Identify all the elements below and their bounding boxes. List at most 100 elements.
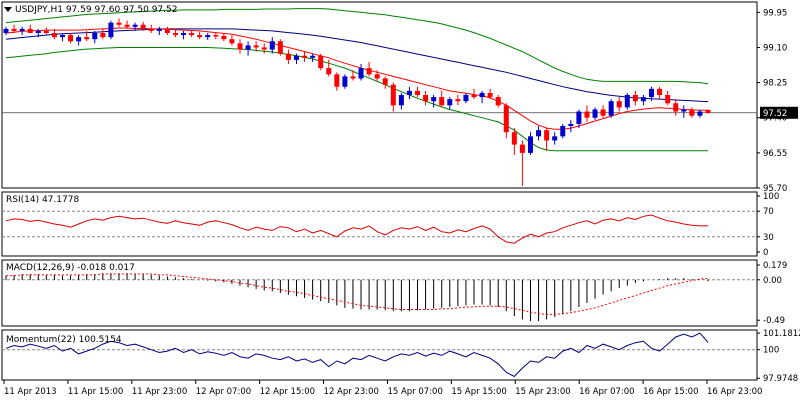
- candle-body: [205, 35, 211, 38]
- candle-body: [560, 126, 566, 137]
- momentum-panel-label: Momentum(22) 100.5154: [6, 335, 122, 345]
- candle-body: [132, 24, 138, 27]
- rsi-line: [5, 214, 709, 244]
- candle-body: [342, 76, 348, 87]
- price-tick-label: 99.95: [763, 8, 787, 18]
- candle-body: [108, 22, 114, 38]
- symbol-dropdown-icon[interactable]: [4, 7, 12, 12]
- candle-body: [3, 28, 9, 33]
- candle-body: [503, 105, 509, 133]
- price-panel: [2, 8, 757, 186]
- time-tick-label: 12 Apr 07:00: [196, 387, 251, 397]
- candle-body: [624, 95, 630, 108]
- candle-body: [237, 43, 243, 50]
- time-tick-label: 16 Apr 07:00: [579, 387, 634, 397]
- candle-body: [51, 33, 57, 38]
- candle-body: [616, 101, 622, 108]
- macd-panel: [2, 273, 757, 322]
- candle-body: [334, 74, 340, 87]
- time-tick-label: 11 Apr 15:00: [68, 387, 123, 397]
- candle-body: [463, 95, 469, 102]
- candle-body: [213, 35, 219, 37]
- candle-body: [302, 55, 308, 58]
- candle-body: [124, 24, 130, 27]
- rsi-tick-label: 30: [763, 233, 774, 243]
- macd-tick-label: 0.179: [763, 261, 787, 271]
- candle-body: [181, 33, 187, 36]
- time-tick-label: 12 Apr 23:00: [324, 387, 379, 397]
- candle-body: [326, 68, 332, 75]
- candle-body: [245, 45, 251, 50]
- candle-body: [511, 132, 517, 145]
- candle-body: [84, 37, 90, 40]
- candle-body: [35, 30, 41, 33]
- candle-body: [59, 35, 65, 38]
- candle-body: [697, 111, 703, 116]
- candle-body: [310, 55, 316, 58]
- candle-body: [11, 28, 17, 31]
- rsi-panel-label: RSI(14) 47.1778: [6, 195, 79, 205]
- candle-body: [140, 24, 146, 29]
- macd-frame: [1, 259, 758, 327]
- candle-body: [366, 68, 372, 75]
- candle-body: [189, 33, 195, 36]
- candle-body: [261, 47, 267, 50]
- price-tick-label: 99.10: [763, 43, 787, 53]
- candle-body: [76, 37, 82, 42]
- candle-body: [705, 109, 711, 113]
- candle-body: [544, 130, 550, 141]
- rsi-tick-label: 70: [763, 207, 774, 217]
- time-tick-label: 11 Apr 23:00: [132, 387, 187, 397]
- candle-body: [19, 28, 25, 31]
- candle-body: [592, 109, 598, 118]
- candle-body: [148, 28, 154, 31]
- candle-body: [221, 35, 227, 40]
- candle-body: [431, 97, 437, 102]
- candle-body: [552, 136, 558, 141]
- candle-body: [164, 28, 170, 33]
- rsi-frame: [1, 191, 758, 257]
- candle-body: [519, 144, 525, 153]
- candle-body: [568, 123, 574, 126]
- time-tick-label: 11 Apr 2013: [4, 387, 57, 397]
- last-price-tag: [760, 106, 798, 119]
- rsi-tick-label: 100: [763, 192, 779, 202]
- candle-body: [649, 88, 655, 98]
- candle-body: [285, 53, 291, 60]
- momentum-tick-label: 101.1812: [763, 329, 800, 339]
- rsi-panel: [2, 210, 757, 244]
- ma-slow-line: [5, 28, 709, 103]
- last-price-tag-label: 97.52: [763, 109, 787, 119]
- candle-body: [229, 39, 235, 44]
- time-tick-label: 12 Apr 15:00: [260, 387, 315, 397]
- candle-body: [358, 68, 364, 79]
- candle-body: [27, 28, 33, 33]
- candle-body: [673, 103, 679, 112]
- time-tick-label: 15 Apr 15:00: [451, 387, 506, 397]
- candle-body: [600, 109, 606, 116]
- momentum-panel: [2, 332, 757, 378]
- candle-body: [576, 111, 582, 124]
- macd-signal-line: [6, 273, 709, 315]
- price-tick-label: 96.55: [763, 149, 787, 159]
- candle-body: [608, 101, 614, 116]
- candle-body: [479, 92, 485, 98]
- candle-body: [277, 41, 283, 54]
- candle-body: [536, 130, 542, 137]
- candle-body: [172, 33, 178, 36]
- momentum-tick-label: 97.9748: [763, 374, 798, 384]
- candle-body: [632, 95, 638, 102]
- candle-body: [68, 35, 74, 42]
- candle-body: [423, 95, 429, 102]
- candle-body: [495, 97, 501, 106]
- bb-upper-line: [5, 8, 709, 85]
- candle-body: [640, 97, 646, 102]
- rsi-tick-label: 0: [763, 248, 768, 258]
- candle-body: [390, 84, 396, 106]
- candle-body: [415, 90, 421, 95]
- candle-body: [665, 95, 671, 104]
- candle-body: [350, 76, 356, 79]
- candle-body: [269, 41, 275, 50]
- candle-body: [439, 97, 445, 106]
- candle-body: [318, 55, 324, 69]
